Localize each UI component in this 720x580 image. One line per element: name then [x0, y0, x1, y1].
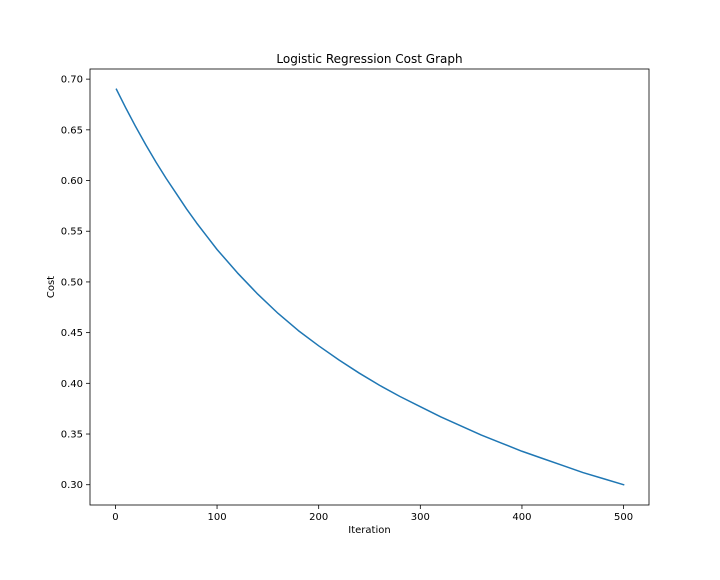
x-axis-ticks: 0 100 200 300 400 500: [112, 505, 633, 523]
y-tick-label: 0.30: [61, 480, 83, 491]
x-tick-label: 400: [512, 512, 531, 523]
y-tick-label: 0.65: [61, 125, 83, 136]
plot-frame: [89, 68, 650, 506]
x-tick-label: 100: [207, 512, 226, 523]
x-tick-label: 200: [309, 512, 328, 523]
y-axis-label: Cost: [46, 276, 57, 298]
x-tick-label: 300: [411, 512, 430, 523]
cost-series-line: [115, 88, 625, 486]
y-tick-label: 0.55: [61, 227, 83, 238]
y-tick-label: 0.70: [61, 75, 83, 86]
series-layer: [115, 88, 625, 486]
x-tick-label: 0: [112, 512, 118, 523]
y-tick-label: 0.60: [61, 176, 83, 187]
y-tick-label: 0.40: [61, 379, 83, 390]
y-tick-label: 0.45: [61, 328, 83, 339]
x-tick-label: 500: [614, 512, 633, 523]
plot-area: 0.30 0.35 0.40 0.45 0.50 0.55 0.60 0.65 0.70 0 10…: [61, 68, 650, 523]
y-tick-label: 0.50: [61, 277, 83, 288]
x-axis-label: Iteration: [348, 525, 390, 536]
y-axis-ticks: 0.30 0.35 0.40 0.45 0.50 0.55 0.60 0.65 0.70: [61, 75, 90, 491]
y-tick-label: 0.35: [61, 430, 83, 441]
chart-title: Logistic Regression Cost Graph: [276, 52, 462, 66]
